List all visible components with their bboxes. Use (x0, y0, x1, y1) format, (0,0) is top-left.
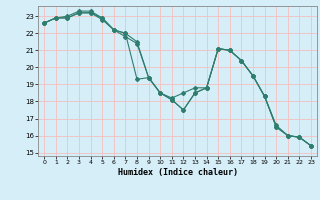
X-axis label: Humidex (Indice chaleur): Humidex (Indice chaleur) (118, 168, 238, 177)
